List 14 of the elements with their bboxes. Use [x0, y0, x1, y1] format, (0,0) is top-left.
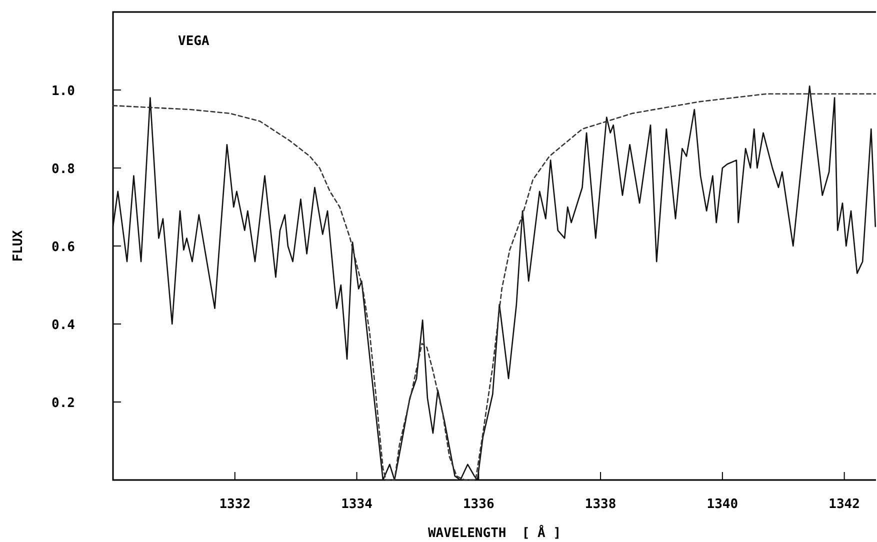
- y-tick-label: 0.4: [52, 318, 76, 333]
- y-axis-title: FLUX: [11, 230, 26, 262]
- x-axis-title: WAVELENGTH [ Å ]: [428, 524, 562, 541]
- x-tick-label: 1334: [341, 497, 373, 512]
- annotation: VEGA: [178, 34, 210, 49]
- x-tick-label: 1340: [706, 497, 738, 512]
- x-tick-label: 1338: [584, 497, 616, 512]
- x-tick-label: 1336: [463, 497, 494, 512]
- y-tick-label: 0.2: [52, 396, 75, 411]
- y-tick-label: 1.0: [52, 84, 76, 99]
- y-tick-label: 0.6: [52, 240, 76, 255]
- y-tick-label: 0.8: [52, 162, 76, 177]
- x-tick-label: 1342: [828, 497, 860, 512]
- x-tick-label: 1332: [219, 497, 251, 512]
